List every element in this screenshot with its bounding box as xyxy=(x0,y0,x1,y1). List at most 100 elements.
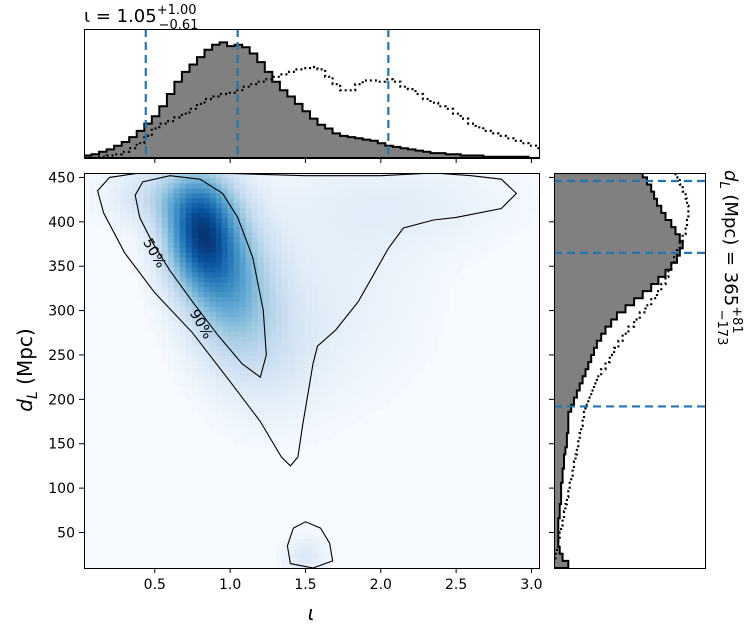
heatmap-cell xyxy=(209,276,217,283)
heatmap-cell xyxy=(233,434,241,441)
heatmap-cell xyxy=(467,207,474,214)
heatmap-cell xyxy=(209,419,217,426)
heatmap-cell xyxy=(329,182,337,189)
heatmap-cell xyxy=(209,410,217,416)
heatmap-cell xyxy=(209,281,217,288)
heatmap-cell xyxy=(485,237,492,243)
heatmap-cell xyxy=(167,197,175,204)
heatmap-cell xyxy=(443,217,450,223)
heatmap-cell xyxy=(317,414,325,421)
heatmap-cell xyxy=(305,326,313,332)
heatmap-cell xyxy=(221,271,229,278)
heatmap-cell xyxy=(323,276,331,283)
heatmap-cell xyxy=(419,247,426,253)
heatmap-cell xyxy=(251,444,259,451)
heatmap-cell xyxy=(179,207,187,214)
heatmap-cell xyxy=(215,177,223,184)
heatmap-cell xyxy=(389,370,396,377)
heatmap-cell xyxy=(203,281,211,288)
heatmap-cell xyxy=(359,187,366,194)
heatmap-cell xyxy=(341,271,349,278)
heatmap-cell xyxy=(263,281,271,288)
heatmap-cell xyxy=(323,237,331,243)
heatmap-cell xyxy=(371,335,378,342)
heatmap-cell xyxy=(383,182,390,189)
heatmap-cell xyxy=(437,207,444,214)
heatmap-cell xyxy=(281,414,289,421)
heatmap-cell xyxy=(239,321,247,327)
heatmap-cell xyxy=(209,177,217,184)
heatmap-cell xyxy=(323,212,331,219)
heatmap-cell xyxy=(203,266,211,273)
heatmap-cell xyxy=(329,286,337,293)
heatmap-cell xyxy=(191,385,199,391)
heatmap-cell xyxy=(419,360,426,367)
heatmap-cell xyxy=(419,207,426,214)
heatmap-cell xyxy=(359,326,366,332)
heatmap-cell xyxy=(311,380,319,386)
heatmap-cell xyxy=(257,414,265,421)
heatmap-cell xyxy=(293,563,301,568)
heatmap-cell xyxy=(491,222,498,228)
heatmap-cell xyxy=(419,291,426,298)
heatmap-cell xyxy=(419,182,426,189)
heatmap-cell xyxy=(161,335,169,342)
heatmap-cell xyxy=(323,296,331,302)
heatmap-cell xyxy=(125,177,133,184)
heatmap-cell xyxy=(431,242,438,248)
heatmap-cell xyxy=(227,345,235,352)
heatmap-cell xyxy=(305,222,313,228)
heatmap-cell xyxy=(263,375,271,381)
heatmap-cell xyxy=(275,395,283,401)
heatmap-cell xyxy=(299,429,307,436)
heatmap-cell xyxy=(437,291,444,298)
heatmap-cell xyxy=(221,182,229,189)
heatmap-cell xyxy=(323,340,331,347)
heatmap-cell xyxy=(203,390,211,396)
heatmap-cell xyxy=(425,306,432,312)
heatmap-cell xyxy=(359,311,366,317)
heatmap-cell xyxy=(329,340,337,347)
heatmap-cell xyxy=(191,375,199,381)
heatmap-cell xyxy=(185,252,193,258)
heatmap-cell xyxy=(323,563,331,568)
heatmap-cell xyxy=(221,335,229,342)
heatmap-cell xyxy=(275,563,283,568)
heatmap-cell xyxy=(449,197,456,204)
heatmap-cell xyxy=(419,256,426,263)
heatmap-cell xyxy=(119,182,127,189)
heatmap-cell xyxy=(119,212,127,219)
heatmap-cell xyxy=(317,548,325,554)
heatmap-cell xyxy=(221,375,229,381)
heatmap-cell xyxy=(125,182,133,189)
heatmap-cell xyxy=(509,212,516,219)
heatmap-cell xyxy=(365,390,372,396)
heatmap-cell xyxy=(185,242,193,248)
heatmap-cell xyxy=(185,266,193,273)
heatmap-cell xyxy=(341,335,349,342)
heatmap-cell xyxy=(443,207,450,214)
heatmap-cell xyxy=(197,232,205,238)
heatmap-cell xyxy=(407,222,414,228)
heatmap-cell xyxy=(131,222,139,228)
heatmap-cell xyxy=(467,242,474,248)
heatmap-cell xyxy=(275,202,283,209)
heatmap-cell xyxy=(209,365,217,372)
heatmap-cell xyxy=(365,182,372,189)
heatmap-cell xyxy=(341,247,349,253)
heatmap-cell xyxy=(311,202,319,209)
heatmap-cell xyxy=(221,365,229,372)
heatmap-cell xyxy=(431,291,438,298)
heatmap-cell xyxy=(113,212,121,219)
heatmap-cell xyxy=(347,276,355,283)
heatmap-cell xyxy=(299,405,307,411)
heatmap-cell xyxy=(497,177,504,184)
heatmap-cell xyxy=(233,360,241,367)
heatmap-cell xyxy=(84,207,91,214)
heatmap-cell xyxy=(413,197,420,204)
heatmap-cell xyxy=(371,202,378,209)
heatmap-cell xyxy=(269,306,277,312)
heatmap-cell xyxy=(209,291,217,298)
heatmap-cell xyxy=(329,296,337,302)
heatmap-cell xyxy=(485,227,492,233)
